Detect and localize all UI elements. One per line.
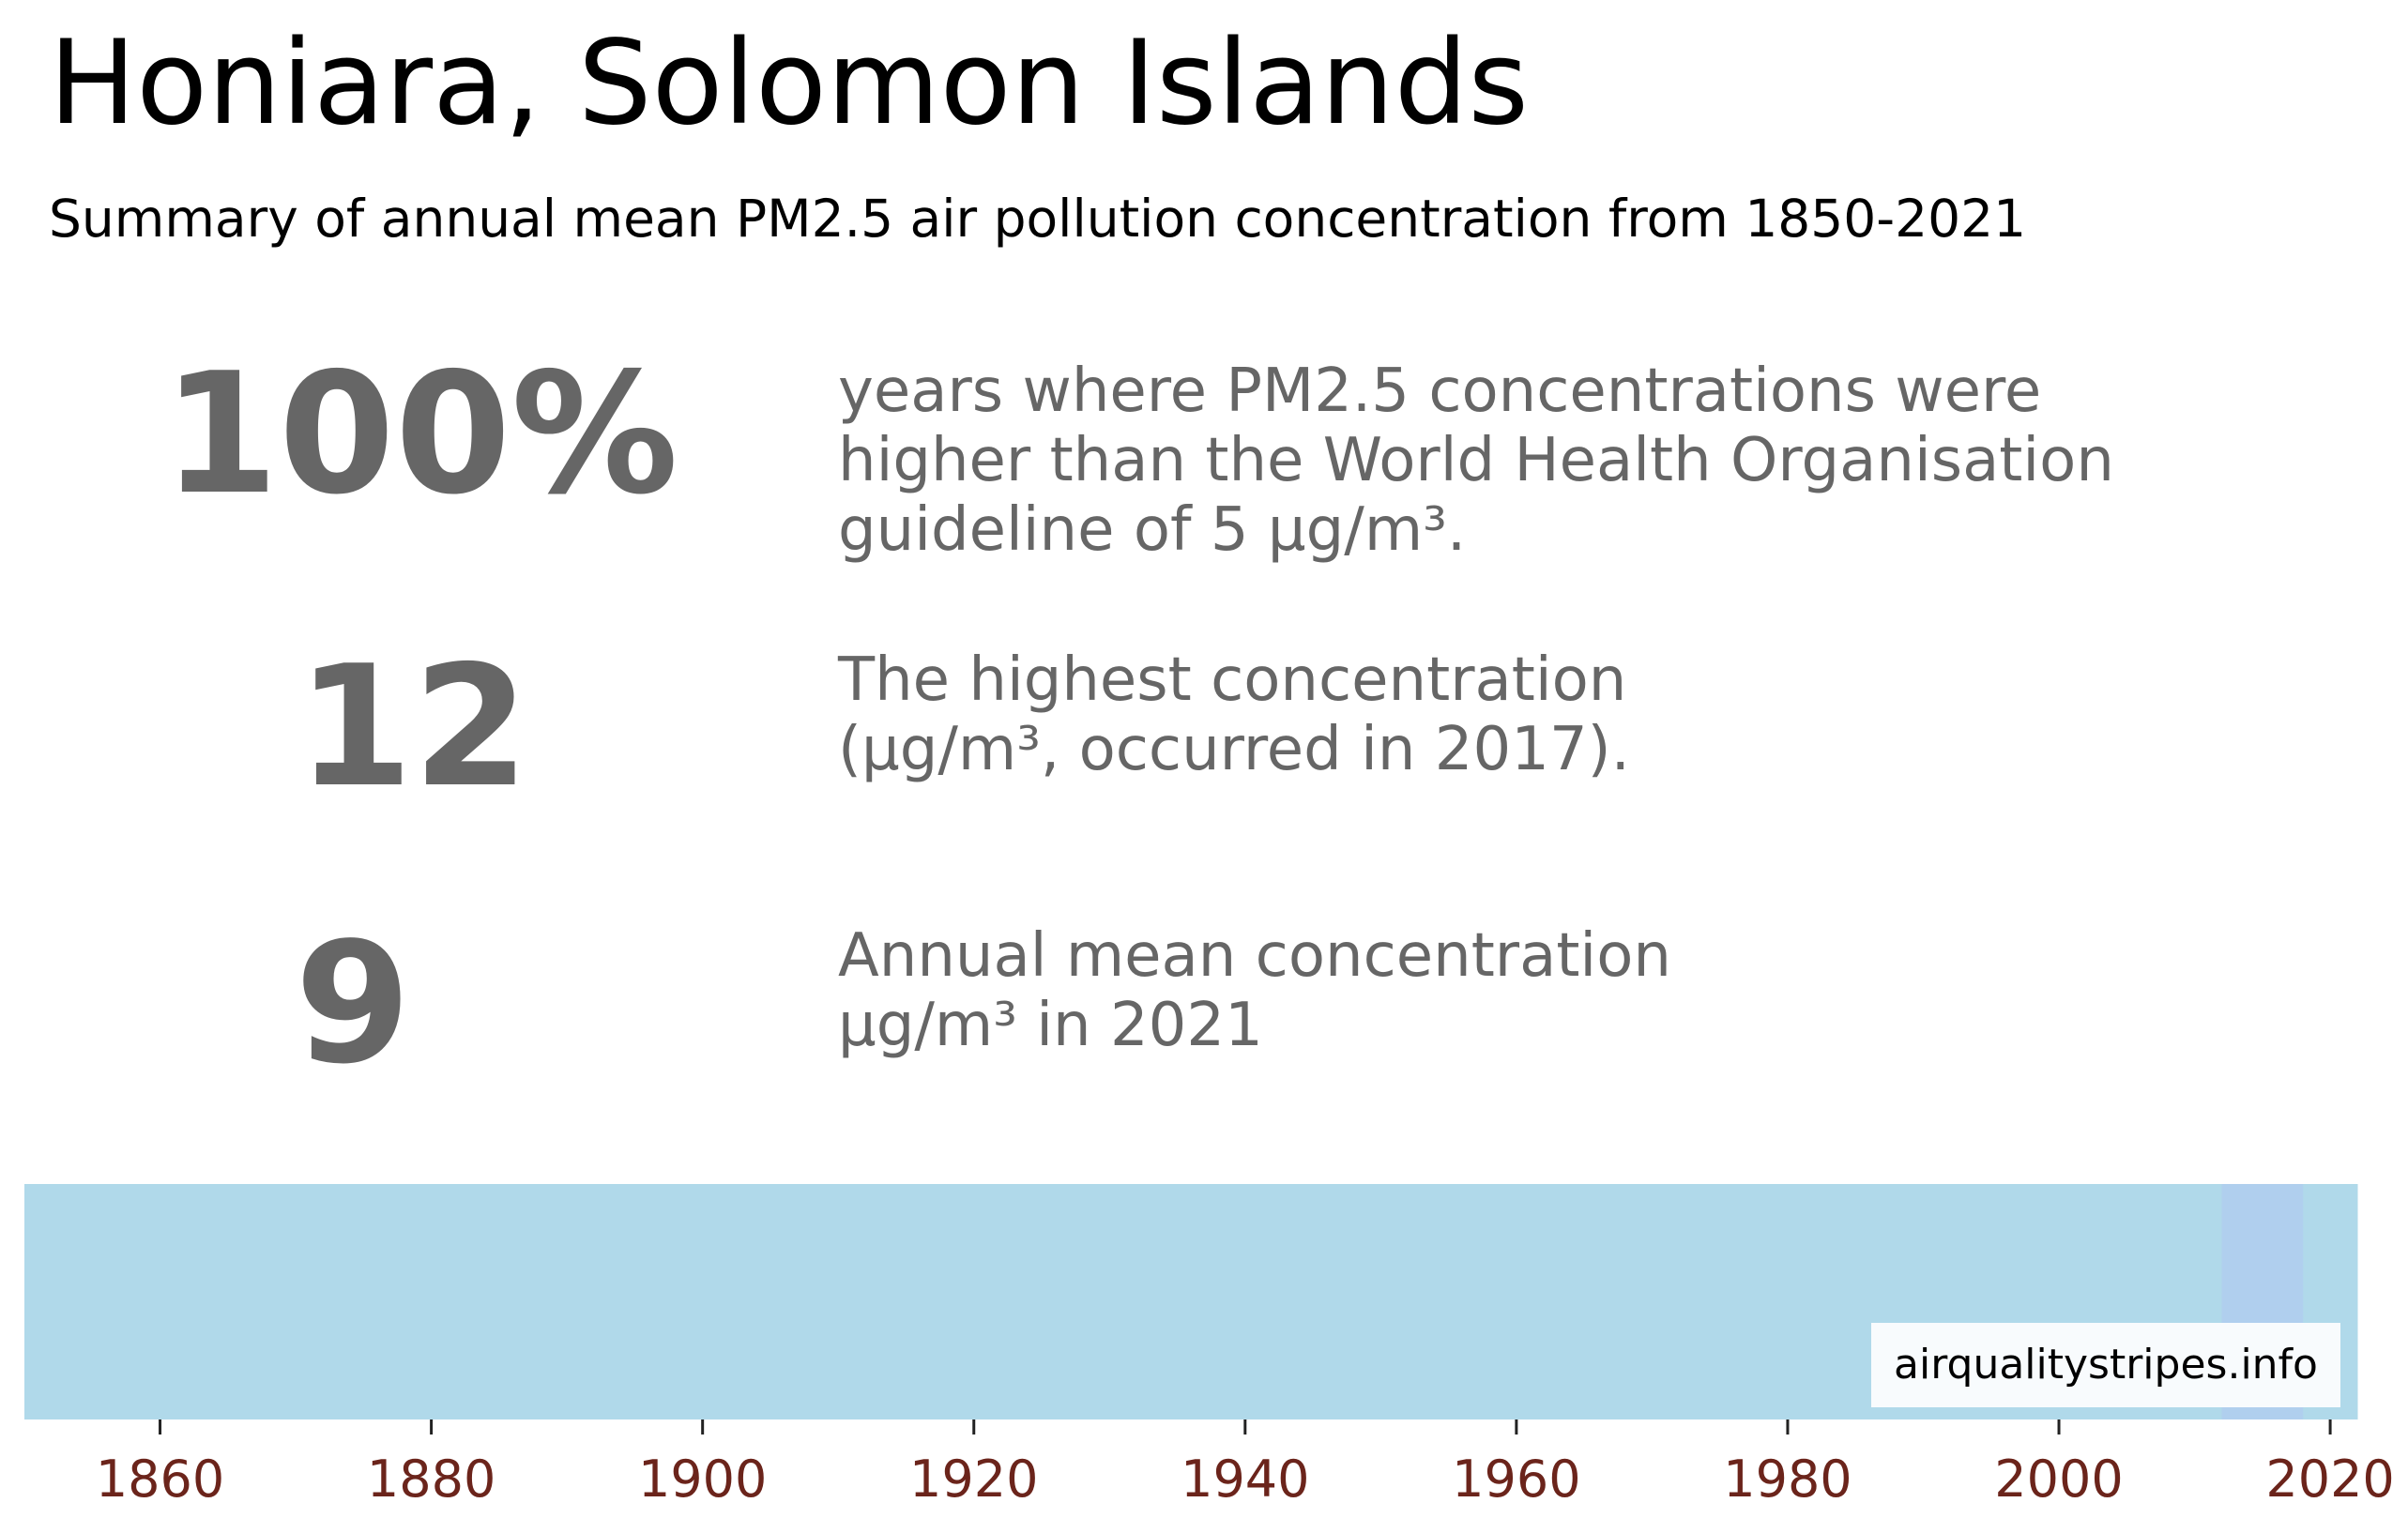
stat-description-latest-concentration: Annual mean concentration µg/m³ in 2021 (838, 921, 1671, 1060)
x-tick-label-1900: 1900 (637, 1450, 768, 1509)
watermark-label: airqualitystripes.info (1871, 1323, 2340, 1407)
x-tick-label-1860: 1860 (95, 1450, 225, 1509)
x-tick-label-1920: 1920 (909, 1450, 1039, 1509)
stat-description-highest-concentration: The highest concentration (µg/m³, occurr… (838, 645, 1630, 784)
x-tick-label-1940: 1940 (1181, 1450, 1310, 1509)
x-tick-label-1880: 1880 (366, 1450, 496, 1509)
x-tick-label-1980: 1980 (1723, 1450, 1852, 1509)
x-axis-ticks (159, 1419, 2332, 1435)
stripes-group (24, 1184, 2358, 1419)
x-tick-label-1960: 1960 (1452, 1450, 1581, 1509)
stat-description-percent-above-guideline: years where PM2.5 concentrations were hi… (838, 357, 2114, 565)
stat-value-latest-concentration: 9 (295, 906, 411, 1101)
stat-value-percent-above-guideline: 100% (162, 337, 678, 531)
stripe-segment-0 (24, 1184, 2222, 1419)
page-title: Honiara, Solomon Islands (49, 16, 1530, 151)
x-tick-label-2000: 2000 (1994, 1450, 2124, 1509)
stat-value-highest-concentration: 12 (297, 630, 529, 824)
x-tick-label-2020: 2020 (2265, 1450, 2395, 1509)
page-subtitle: Summary of annual mean PM2.5 air polluti… (49, 189, 2027, 249)
